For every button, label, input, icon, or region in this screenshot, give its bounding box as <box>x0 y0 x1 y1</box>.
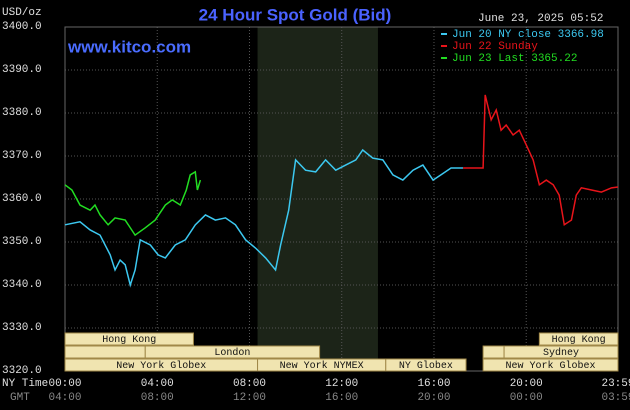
legend-label: Jun 20 NY close 3366.98 <box>452 29 604 41</box>
session-box <box>64 332 194 346</box>
y-tick-label: 3380.0 <box>2 107 42 119</box>
y-tick-label: 3320.0 <box>2 365 42 377</box>
session-box <box>385 358 467 372</box>
x-tick-label: 23:59 <box>601 378 630 390</box>
legend-label: Jun 22 Sunday <box>452 41 538 53</box>
y-axis-label: USD/oz <box>2 7 42 19</box>
session-label: Hong Kong <box>102 335 156 346</box>
session-box <box>482 358 619 372</box>
session-label: New York Globex <box>116 360 206 372</box>
x-tick-label: 00:00 <box>48 378 81 390</box>
session-box <box>64 345 146 359</box>
session-label: New York Globex <box>506 360 596 372</box>
y-tick-label: 3360.0 <box>2 193 42 205</box>
x-tick-label: 20:00 <box>510 378 543 390</box>
series-line <box>64 170 202 237</box>
session-label: Sydney <box>543 347 579 359</box>
gmt-tick-label: 03:59 <box>601 392 630 404</box>
session-label: London <box>214 347 250 359</box>
y-tick-label: 3390.0 <box>2 64 42 76</box>
session-label: NY Globex <box>399 360 453 372</box>
y-tick-label: 3400.0 <box>2 21 42 33</box>
session-box <box>482 345 505 359</box>
legend-label: Jun 23 Last 3365.22 <box>452 53 577 65</box>
y-tick-label: 3330.0 <box>2 322 42 334</box>
gmt-tick-label: 16:00 <box>325 392 358 404</box>
gmt-tick-label: 20:00 <box>417 392 450 404</box>
x-tick-label: 16:00 <box>417 378 450 390</box>
series-line <box>64 148 464 288</box>
x-tick-label: 04:00 <box>141 378 174 390</box>
timestamp: June 23, 2025 05:52 <box>478 13 603 25</box>
watermark: www.kitco.com <box>67 37 191 56</box>
x-tick-label: 12:00 <box>325 378 358 390</box>
session-box <box>538 332 619 346</box>
x-tick-label: 08:00 <box>233 378 266 390</box>
y-tick-label: 3350.0 <box>2 236 42 248</box>
x-row-label: NY Time <box>2 378 48 390</box>
chart-title: 24 Hour Spot Gold (Bid) <box>199 5 392 24</box>
session-box <box>144 345 321 359</box>
series-line <box>463 94 619 227</box>
y-tick-label: 3340.0 <box>2 279 42 291</box>
x2-row-label: GMT <box>10 392 30 404</box>
session-label: Hong Kong <box>552 335 606 346</box>
session-box <box>503 345 619 359</box>
session-label: New York NYMEX <box>280 360 364 372</box>
gmt-tick-label: 12:00 <box>233 392 266 404</box>
gmt-tick-label: 00:00 <box>510 392 543 404</box>
y-tick-label: 3370.0 <box>2 150 42 162</box>
gmt-tick-label: 08:00 <box>141 392 174 404</box>
gmt-tick-label: 04:00 <box>48 392 81 404</box>
